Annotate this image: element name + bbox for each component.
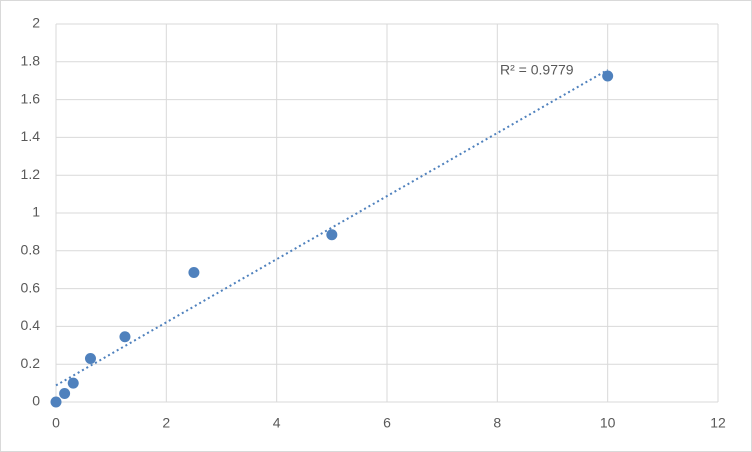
data-point bbox=[119, 331, 131, 343]
trendline bbox=[55, 68, 609, 387]
y-tick-label: 2 bbox=[32, 15, 40, 31]
data-point bbox=[326, 229, 338, 241]
y-tick-label: 0.8 bbox=[21, 242, 41, 258]
data-point bbox=[188, 267, 200, 279]
x-tick-label: 2 bbox=[162, 415, 170, 431]
data-point bbox=[50, 396, 62, 408]
data-point bbox=[602, 70, 614, 82]
data-point bbox=[67, 377, 79, 389]
y-tick-label: 1 bbox=[32, 204, 40, 220]
data-point bbox=[84, 353, 96, 365]
y-tick-label: 0.4 bbox=[21, 317, 41, 333]
x-tick-label: 12 bbox=[710, 415, 726, 431]
y-tick-label: 1.6 bbox=[21, 90, 41, 106]
x-tick-label: 6 bbox=[383, 415, 391, 431]
x-tick-label: 4 bbox=[273, 415, 281, 431]
y-tick-label: 1.8 bbox=[21, 53, 41, 69]
x-tick-label: 8 bbox=[493, 415, 501, 431]
y-tick-label: 1.2 bbox=[21, 166, 41, 182]
y-tick-label: 1.4 bbox=[21, 128, 41, 144]
x-tick-label: 0 bbox=[52, 415, 60, 431]
r-squared-annotation: R² = 0.9779 bbox=[500, 62, 574, 78]
y-tick-label: 0.6 bbox=[21, 279, 41, 295]
y-tick-label: 0 bbox=[32, 393, 40, 409]
data-point bbox=[59, 387, 71, 399]
y-tick-label: 0.2 bbox=[21, 355, 41, 371]
x-tick-label: 10 bbox=[600, 415, 616, 431]
